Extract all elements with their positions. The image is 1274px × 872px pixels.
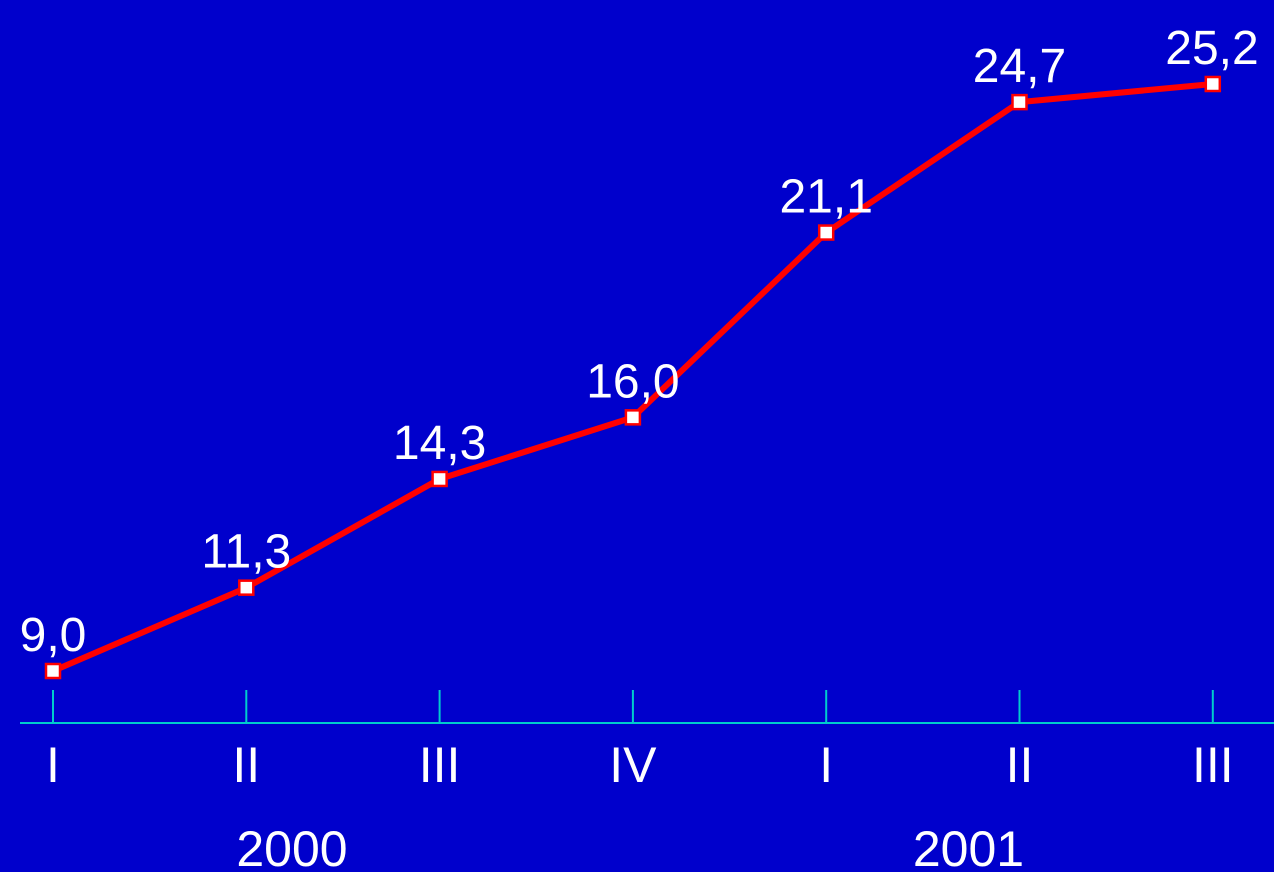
data-labels: 9,0 11,3 14,3 16,0 21,1 24,7 25,2 [20, 22, 1259, 662]
data-label: 25,2 [1165, 22, 1258, 75]
x-tick-label: I [46, 737, 60, 793]
x-axis-tick-labels: I II III IV I II III [46, 737, 1234, 793]
data-point-marker [1011, 93, 1028, 111]
x-tick-label: II [1006, 737, 1034, 793]
data-point-marker [817, 224, 835, 241]
data-label: 11,3 [201, 526, 291, 579]
x-tick-label: III [1192, 737, 1234, 793]
data-label: 9,0 [20, 609, 87, 662]
x-tick-label: III [419, 737, 461, 793]
x-axis-year-labels: 2000 2001 [236, 821, 1024, 872]
data-point-marker [44, 662, 62, 680]
data-point-marker [1204, 75, 1222, 93]
data-label: 16,0 [586, 355, 679, 408]
data-label: 24,7 [973, 40, 1066, 93]
x-group-label: 2000 [236, 821, 347, 872]
data-point-marker [624, 409, 642, 426]
data-point-marker [431, 470, 448, 488]
series-markers [44, 75, 1222, 680]
data-label: 21,1 [779, 171, 872, 224]
x-tick-label: I [819, 737, 833, 793]
data-label: 14,3 [393, 417, 486, 470]
x-tick-label: IV [609, 737, 657, 793]
x-group-label: 2001 [913, 821, 1024, 872]
x-axis-ticks [52, 690, 1214, 723]
data-point-marker [238, 579, 255, 596]
x-tick-label: II [232, 737, 260, 793]
